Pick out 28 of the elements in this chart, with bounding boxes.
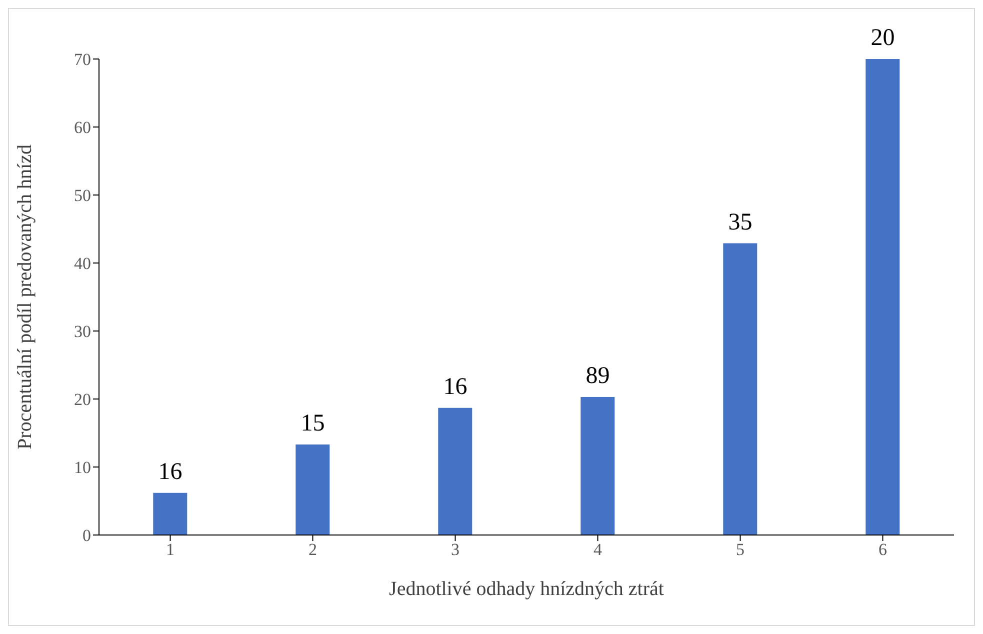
annotation: 15 bbox=[300, 410, 325, 437]
y-tick-label: 10 bbox=[74, 458, 91, 478]
annotation: 35 bbox=[728, 209, 752, 236]
y-tick-label: 40 bbox=[74, 254, 91, 274]
annotation: 16 bbox=[443, 374, 468, 400]
bar bbox=[723, 243, 758, 535]
y-tick-label: 70 bbox=[74, 50, 91, 70]
x-axis-title: Jednotlivé odhady hnízdných ztrát bbox=[389, 578, 664, 600]
bar bbox=[866, 59, 900, 535]
y-tick-label: 20 bbox=[74, 390, 91, 410]
bar bbox=[296, 444, 330, 535]
bar bbox=[153, 492, 188, 535]
x-tick-label: 6 bbox=[878, 540, 887, 560]
bar bbox=[580, 396, 615, 535]
annotation: 89 bbox=[586, 362, 610, 389]
x-tick-label: 1 bbox=[166, 540, 174, 560]
y-tick-label: 30 bbox=[74, 322, 91, 342]
x-tick-label: 5 bbox=[736, 540, 744, 560]
y-tick-label: 50 bbox=[74, 186, 91, 206]
annotation: 20 bbox=[870, 25, 895, 51]
y-axis-title: Procentuální podíl predovaných hnízd bbox=[14, 144, 36, 450]
x-tick-label: 3 bbox=[451, 540, 460, 560]
bar bbox=[438, 408, 472, 535]
y-tick-label: 60 bbox=[74, 118, 91, 138]
y-tick-label: 0 bbox=[82, 526, 91, 546]
x-tick-label: 4 bbox=[594, 540, 602, 560]
x-tick-label: 2 bbox=[308, 540, 317, 560]
annotation: 16 bbox=[158, 458, 182, 485]
